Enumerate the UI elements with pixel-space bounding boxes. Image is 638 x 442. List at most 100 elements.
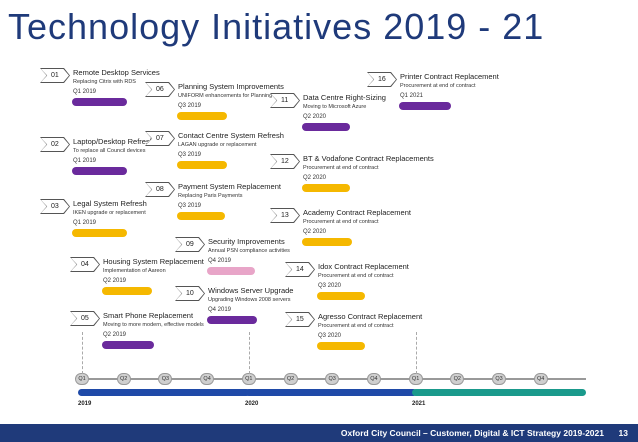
initiative-title: Laptop/Desktop Refresh	[73, 137, 154, 146]
initiative-number-tag: 09	[175, 237, 205, 252]
quarter-marker: Q2	[450, 373, 465, 385]
initiative-status-bar	[399, 102, 451, 110]
year-label-2019: 2019	[78, 401, 92, 407]
year-divider	[248, 332, 250, 374]
initiative-number: 04	[71, 258, 99, 271]
year-label-2020: 2020	[245, 401, 259, 407]
page-number: 13	[618, 428, 628, 438]
initiative-title: Legal System Refresh	[73, 199, 147, 208]
initiative-status-bar	[72, 229, 127, 237]
initiative-status-bar	[72, 167, 127, 175]
initiative-number: 09	[176, 238, 204, 251]
page-title: Technology Initiatives 2019 - 21	[8, 6, 545, 47]
initiative-date: Q2 2019	[103, 278, 127, 284]
initiative-number-tag: 10	[175, 286, 205, 301]
initiative-title: Security Improvements	[208, 237, 285, 246]
initiative-date: Q2 2019	[103, 332, 127, 338]
year-bar-2019	[78, 389, 250, 396]
initiative-date: Q1 2019	[73, 220, 97, 226]
initiative-description: Annual PSN compliance activities	[208, 248, 290, 254]
quarter-marker: Q4	[366, 373, 381, 385]
initiative-status-bar	[102, 287, 152, 295]
initiative-number-tag: 03	[40, 199, 70, 214]
footer-text: Oxford City Council – Customer, Digital …	[340, 428, 604, 438]
initiative-number-tag: 02	[40, 137, 70, 152]
initiative-number: 01	[41, 69, 69, 82]
quarter-marker: Q3	[325, 373, 340, 385]
initiative-status-bar	[177, 112, 227, 120]
initiative-number: 02	[41, 138, 69, 151]
year-divider	[82, 332, 83, 374]
initiative-description: Procurement at end of contract	[303, 165, 379, 171]
initiative-number-tag: 16	[367, 72, 397, 87]
quarter-marker: Q1	[75, 373, 89, 385]
initiative-number-tag: 15	[285, 312, 315, 327]
initiative-date: Q3 2019	[178, 203, 202, 209]
initiative-title: Remote Desktop Services	[73, 68, 160, 77]
quarter-marker: Q4	[533, 373, 548, 385]
initiative-number-tag: 11	[270, 93, 300, 108]
initiative-status-bar	[207, 316, 257, 324]
initiative-date: Q2 2020	[303, 114, 327, 120]
initiative-title: Academy Contract Replacement	[303, 208, 411, 217]
quarter-marker: Q4	[200, 373, 215, 385]
initiative-date: Q3 2020	[318, 283, 342, 289]
initiative-title: Smart Phone Replacement	[103, 311, 194, 320]
initiative-number: 12	[271, 155, 299, 168]
initiative-status-bar	[177, 161, 227, 169]
year-divider	[415, 332, 417, 374]
initiative-date: Q1 2019	[73, 158, 97, 164]
initiative-number-tag: 06	[145, 82, 175, 97]
initiative-number: 16	[368, 73, 396, 86]
year-bar-2021	[412, 389, 586, 396]
initiative-number-tag: 01	[40, 68, 70, 83]
quarter-marker: Q3	[158, 373, 173, 385]
initiative-status-bar	[207, 267, 255, 275]
year-label-2021: 2021	[412, 401, 426, 407]
initiative-description: Procurement at end of contract	[318, 273, 394, 279]
initiative-number-tag: 04	[70, 257, 100, 272]
initiative-title: Housing System Replacement	[103, 257, 204, 266]
quarter-marker: Q1	[241, 373, 256, 385]
initiative-description: IKEN upgrade or replacement	[73, 210, 146, 216]
initiative-status-bar	[302, 238, 352, 246]
initiative-status-bar	[177, 212, 225, 220]
initiative-date: Q4 2019	[208, 307, 232, 313]
initiative-number: 10	[176, 287, 204, 300]
initiative-description: Moving to Microsoft Azure	[303, 104, 367, 110]
initiative-description: To replace all Council devices	[73, 148, 146, 154]
initiative-number: 11	[271, 94, 299, 107]
initiative-status-bar	[317, 292, 365, 300]
initiative-date: Q3 2019	[178, 152, 202, 158]
initiative-date: Q4 2019	[208, 258, 232, 264]
quarter-marker: Q2	[116, 373, 131, 385]
initiative-number-tag: 12	[270, 154, 300, 169]
initiative-number: 07	[146, 132, 174, 145]
initiative-title: Windows Server Upgrade	[208, 286, 294, 295]
initiative-description: Procurement at end of contract	[303, 219, 379, 225]
initiative-title: Printer Contract Replacement	[400, 72, 499, 81]
quarter-marker: Q2	[283, 373, 298, 385]
initiative-description: UNIFORM enhancements for Planning	[178, 93, 273, 99]
initiative-description: Procurement at end of contract	[318, 323, 394, 329]
initiative-number: 08	[146, 183, 174, 196]
initiative-status-bar	[302, 184, 350, 192]
initiative-title: Payment System Replacement	[178, 182, 281, 191]
quarter-marker: Q1	[408, 373, 423, 385]
quarter-marker: Q3	[492, 373, 506, 385]
initiative-number: 03	[41, 200, 69, 213]
initiative-title: BT & Vodafone Contract Replacements	[303, 154, 434, 163]
initiative-title: Idox Contract Replacement	[318, 262, 409, 271]
initiative-date: Q1 2019	[73, 89, 97, 95]
initiative-title: Agresso Contract Replacement	[318, 312, 423, 321]
initiative-description: Moving to more modern, effective models	[103, 322, 204, 328]
initiative-date: Q3 2019	[178, 103, 202, 109]
initiative-description: Replacing Paris Payments	[178, 193, 243, 199]
initiative-status-bar	[72, 98, 127, 106]
initiative-title: Planning System Improvements	[178, 82, 284, 91]
initiative-number-tag: 14	[285, 262, 315, 277]
initiative-number: 05	[71, 312, 99, 325]
initiative-status-bar	[317, 342, 365, 350]
initiative-description: LAGAN upgrade or replacement	[178, 142, 257, 148]
initiative-date: Q2 2020	[303, 175, 327, 181]
